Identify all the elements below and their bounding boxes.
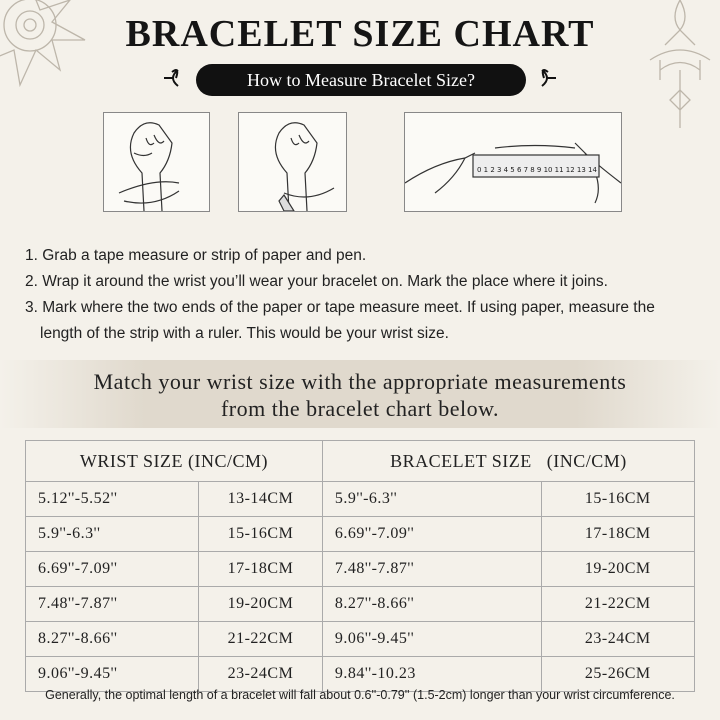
table-cell: 21-22CM — [540, 586, 695, 622]
step: 2. Wrap it around the wrist you’ll wear … — [25, 273, 608, 290]
step: 1. Grab a tape measure or strip of paper… — [25, 247, 367, 264]
header-cell: WRIST SIZE (INC/CM) — [25, 440, 323, 482]
table-row: 7.48''-7.87'' 19-20CM 8.27''-8.66'' 21-22CM — [24, 586, 695, 622]
ruler-number: 13 — [576, 166, 586, 174]
table-cell: 9.06''-9.45'' — [24, 656, 200, 692]
table-cell: 13-14CM — [198, 481, 323, 517]
table-row: 9.06''-9.45'' 23-24CM 9.84''-10.23 25-26CM — [24, 656, 695, 692]
illustration: 0 1 2 3 4 5 6 7 8 9 10 11 12 13 14 — [404, 112, 622, 212]
table-cell: 5.9''-6.3'' — [321, 481, 542, 517]
table-cell: 8.27''-8.66'' — [321, 586, 542, 622]
ruler-number: 10 — [543, 166, 553, 174]
table-cell: 6.69''-7.09'' — [321, 516, 542, 552]
table-cell: 7.48''-7.87'' — [24, 586, 200, 622]
subtitle: How to Measure Bracelet Size? — [196, 64, 526, 96]
title: BRACELET SIZE CHART — [125, 13, 595, 55]
decoration — [0, 0, 711, 128]
table-cell: 8.27''-8.66'' — [24, 621, 200, 657]
table-cell: 6.69''-7.09'' — [24, 551, 200, 587]
size-table: WRIST SIZE (INC/CM) BRACELET SIZE (INC/CM… — [24, 440, 696, 692]
table-cell: 15-16CM — [540, 481, 695, 517]
table-cell: 23-24CM — [198, 656, 323, 692]
illustration — [238, 112, 347, 212]
ruler-number: 4 — [503, 166, 509, 174]
ruler-number: 2 — [490, 166, 495, 174]
ruler-number: 9 — [536, 166, 542, 174]
banner: Match your wrist size with the appropria… — [0, 360, 720, 428]
step: 3. Mark where the two ends of the paper … — [25, 295, 685, 347]
table-cell: 21-22CM — [198, 621, 323, 657]
table-cell: 7.48''-7.87'' — [321, 551, 542, 587]
header-row: WRIST SIZE (INC/CM) BRACELET SIZE (INC/CM… — [25, 440, 696, 482]
header-cell: BRACELET SIZE (INC/CM) — [321, 440, 696, 482]
ruler-number: 7 — [523, 166, 529, 174]
table-cell: 9.06''-9.45'' — [321, 621, 542, 657]
table-row: 5.12''-5.52'' 13-14CM 5.9''-6.3'' 15-16CM — [24, 481, 695, 517]
table-cell: 25-26CM — [540, 656, 695, 692]
table-cell: 5.12''-5.52'' — [24, 481, 200, 517]
table-cell: 17-18CM — [198, 551, 323, 587]
ruler: 0 1 2 3 4 5 6 7 8 9 10 11 12 13 14 — [477, 166, 597, 174]
banner-line: from the bracelet chart below. — [220, 396, 500, 421]
table-row: 6.69''-7.09'' 17-18CM 7.48''-7.87'' 19-20CM — [24, 551, 695, 587]
ruler-number: 5 — [510, 166, 515, 174]
table-cell: 5.9''-6.3'' — [24, 516, 200, 552]
table-cell: 23-24CM — [540, 621, 695, 657]
ruler-number: 12 — [565, 166, 575, 174]
illustration — [103, 112, 210, 212]
table-cell: 17-18CM — [540, 516, 695, 552]
ruler-number: 1 — [483, 166, 489, 174]
banner-line: Match your wrist size with the appropria… — [93, 369, 627, 394]
table-cell: 9.84''-10.23 — [321, 656, 542, 692]
ruler-number: 14 — [588, 166, 597, 174]
step-text: 3. Mark where the two ends of the paper … — [25, 299, 655, 342]
table-cell: 19-20CM — [198, 586, 323, 622]
ruler-number: 6 — [516, 166, 522, 174]
ruler-number: 11 — [554, 166, 564, 174]
ruler-number: 8 — [530, 166, 535, 174]
ruler-number: 3 — [496, 166, 502, 174]
table-cell: 19-20CM — [540, 551, 695, 587]
ruler-number: 0 — [477, 166, 482, 174]
table-row: 5.9''-6.3'' 15-16CM 6.69''-7.09'' 17-18CM — [24, 516, 695, 552]
table-cell: 15-16CM — [198, 516, 323, 552]
table-row: 8.27''-8.66'' 21-22CM 9.06''-9.45'' 23-24CM — [24, 621, 695, 657]
footer-note: Generally, the optimal length of a brace… — [45, 688, 675, 702]
